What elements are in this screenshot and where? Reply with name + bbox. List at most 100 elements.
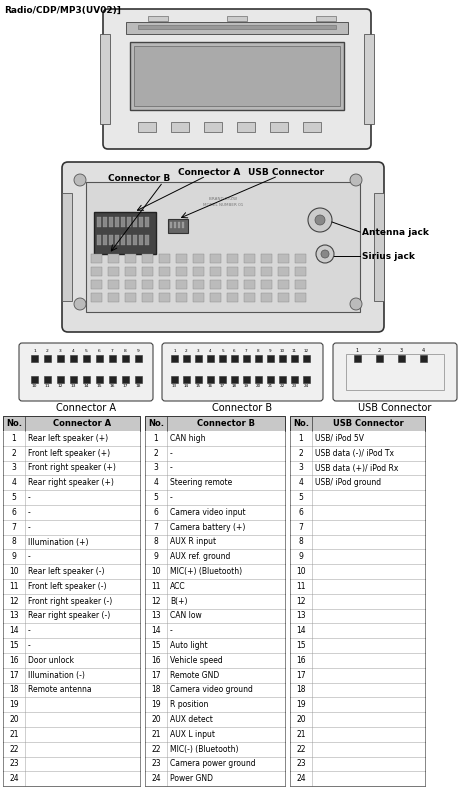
Bar [142, 254, 153, 263]
Bar [290, 727, 425, 742]
Bar [86, 182, 360, 312]
Bar [97, 217, 101, 227]
Bar [130, 42, 344, 110]
Text: Power GND: Power GND [170, 774, 213, 783]
Text: 17: 17 [220, 384, 225, 388]
Bar [139, 235, 143, 245]
Bar [145, 579, 285, 594]
Bar [290, 742, 425, 757]
Text: 1: 1 [173, 350, 176, 354]
Bar [3, 623, 140, 638]
Bar [303, 122, 321, 132]
Bar [244, 293, 255, 302]
Bar [290, 579, 425, 594]
Text: 2: 2 [154, 448, 158, 458]
Bar [290, 757, 425, 771]
Text: 19: 19 [9, 700, 19, 709]
Text: 3: 3 [299, 463, 303, 472]
Bar [83, 355, 90, 362]
Bar [346, 354, 444, 390]
Text: 16: 16 [151, 656, 161, 665]
Text: 24: 24 [151, 774, 161, 783]
Bar [3, 431, 140, 446]
Text: 10: 10 [32, 384, 37, 388]
Bar [3, 697, 140, 712]
Text: 6: 6 [299, 508, 303, 517]
Text: 13: 13 [296, 611, 306, 621]
Text: Door unlock: Door unlock [28, 656, 74, 665]
Text: 10: 10 [9, 567, 19, 576]
Text: 14: 14 [84, 384, 89, 388]
Text: -: - [28, 522, 31, 532]
Text: 12: 12 [151, 597, 161, 606]
Bar [176, 254, 187, 263]
Circle shape [74, 174, 86, 186]
Text: AUX R input: AUX R input [170, 537, 216, 546]
Bar [31, 355, 38, 362]
Text: 8: 8 [257, 350, 260, 354]
Bar [231, 376, 238, 383]
Bar [290, 653, 425, 668]
Bar [210, 293, 221, 302]
Bar [183, 376, 190, 383]
Bar [278, 267, 289, 276]
Bar [138, 25, 336, 29]
Bar [145, 460, 285, 475]
Text: 4: 4 [422, 348, 425, 354]
Bar [135, 376, 142, 383]
Text: 15: 15 [9, 641, 19, 650]
Text: 11: 11 [9, 582, 19, 591]
Text: 24: 24 [296, 774, 306, 783]
Text: 5: 5 [11, 493, 17, 502]
Text: Camera battery (+): Camera battery (+) [170, 522, 246, 532]
Bar [227, 254, 238, 263]
Text: 8: 8 [154, 537, 158, 546]
Bar [291, 376, 298, 383]
Bar [290, 534, 425, 549]
Bar [243, 355, 250, 362]
Bar [219, 355, 226, 362]
Text: 16: 16 [110, 384, 115, 388]
Text: 2: 2 [299, 448, 303, 458]
Bar [3, 594, 140, 609]
Text: 19: 19 [244, 384, 249, 388]
Text: 19: 19 [296, 700, 306, 709]
Bar [83, 376, 90, 383]
Bar [279, 355, 286, 362]
Bar [3, 460, 140, 475]
Text: B(+): B(+) [170, 597, 188, 606]
Bar [3, 727, 140, 742]
Bar [145, 446, 285, 460]
Text: 21: 21 [268, 384, 273, 388]
Bar [227, 293, 238, 302]
Bar [290, 623, 425, 638]
Bar [290, 446, 425, 460]
Bar [57, 355, 64, 362]
Text: 1: 1 [12, 434, 17, 443]
Text: 14: 14 [151, 626, 161, 635]
Bar [159, 267, 170, 276]
Text: 9: 9 [11, 553, 17, 561]
Bar [237, 122, 255, 132]
Bar [142, 280, 153, 289]
Text: 6: 6 [98, 350, 101, 354]
Bar [145, 757, 285, 771]
Bar [145, 609, 285, 623]
Bar [195, 376, 202, 383]
Bar [145, 549, 285, 564]
Text: USB Connector: USB Connector [248, 168, 324, 177]
Bar [303, 355, 310, 362]
Text: Sirius jack: Sirius jack [362, 252, 415, 261]
Bar [227, 280, 238, 289]
Bar [145, 534, 285, 549]
Bar [290, 594, 425, 609]
Bar [122, 355, 129, 362]
Bar [145, 668, 285, 683]
Circle shape [321, 250, 329, 258]
Bar [193, 280, 204, 289]
Text: 2: 2 [46, 350, 49, 354]
Text: 17: 17 [151, 671, 161, 680]
Text: 8: 8 [299, 537, 303, 546]
Text: -: - [170, 448, 173, 458]
Text: 9: 9 [299, 553, 303, 561]
